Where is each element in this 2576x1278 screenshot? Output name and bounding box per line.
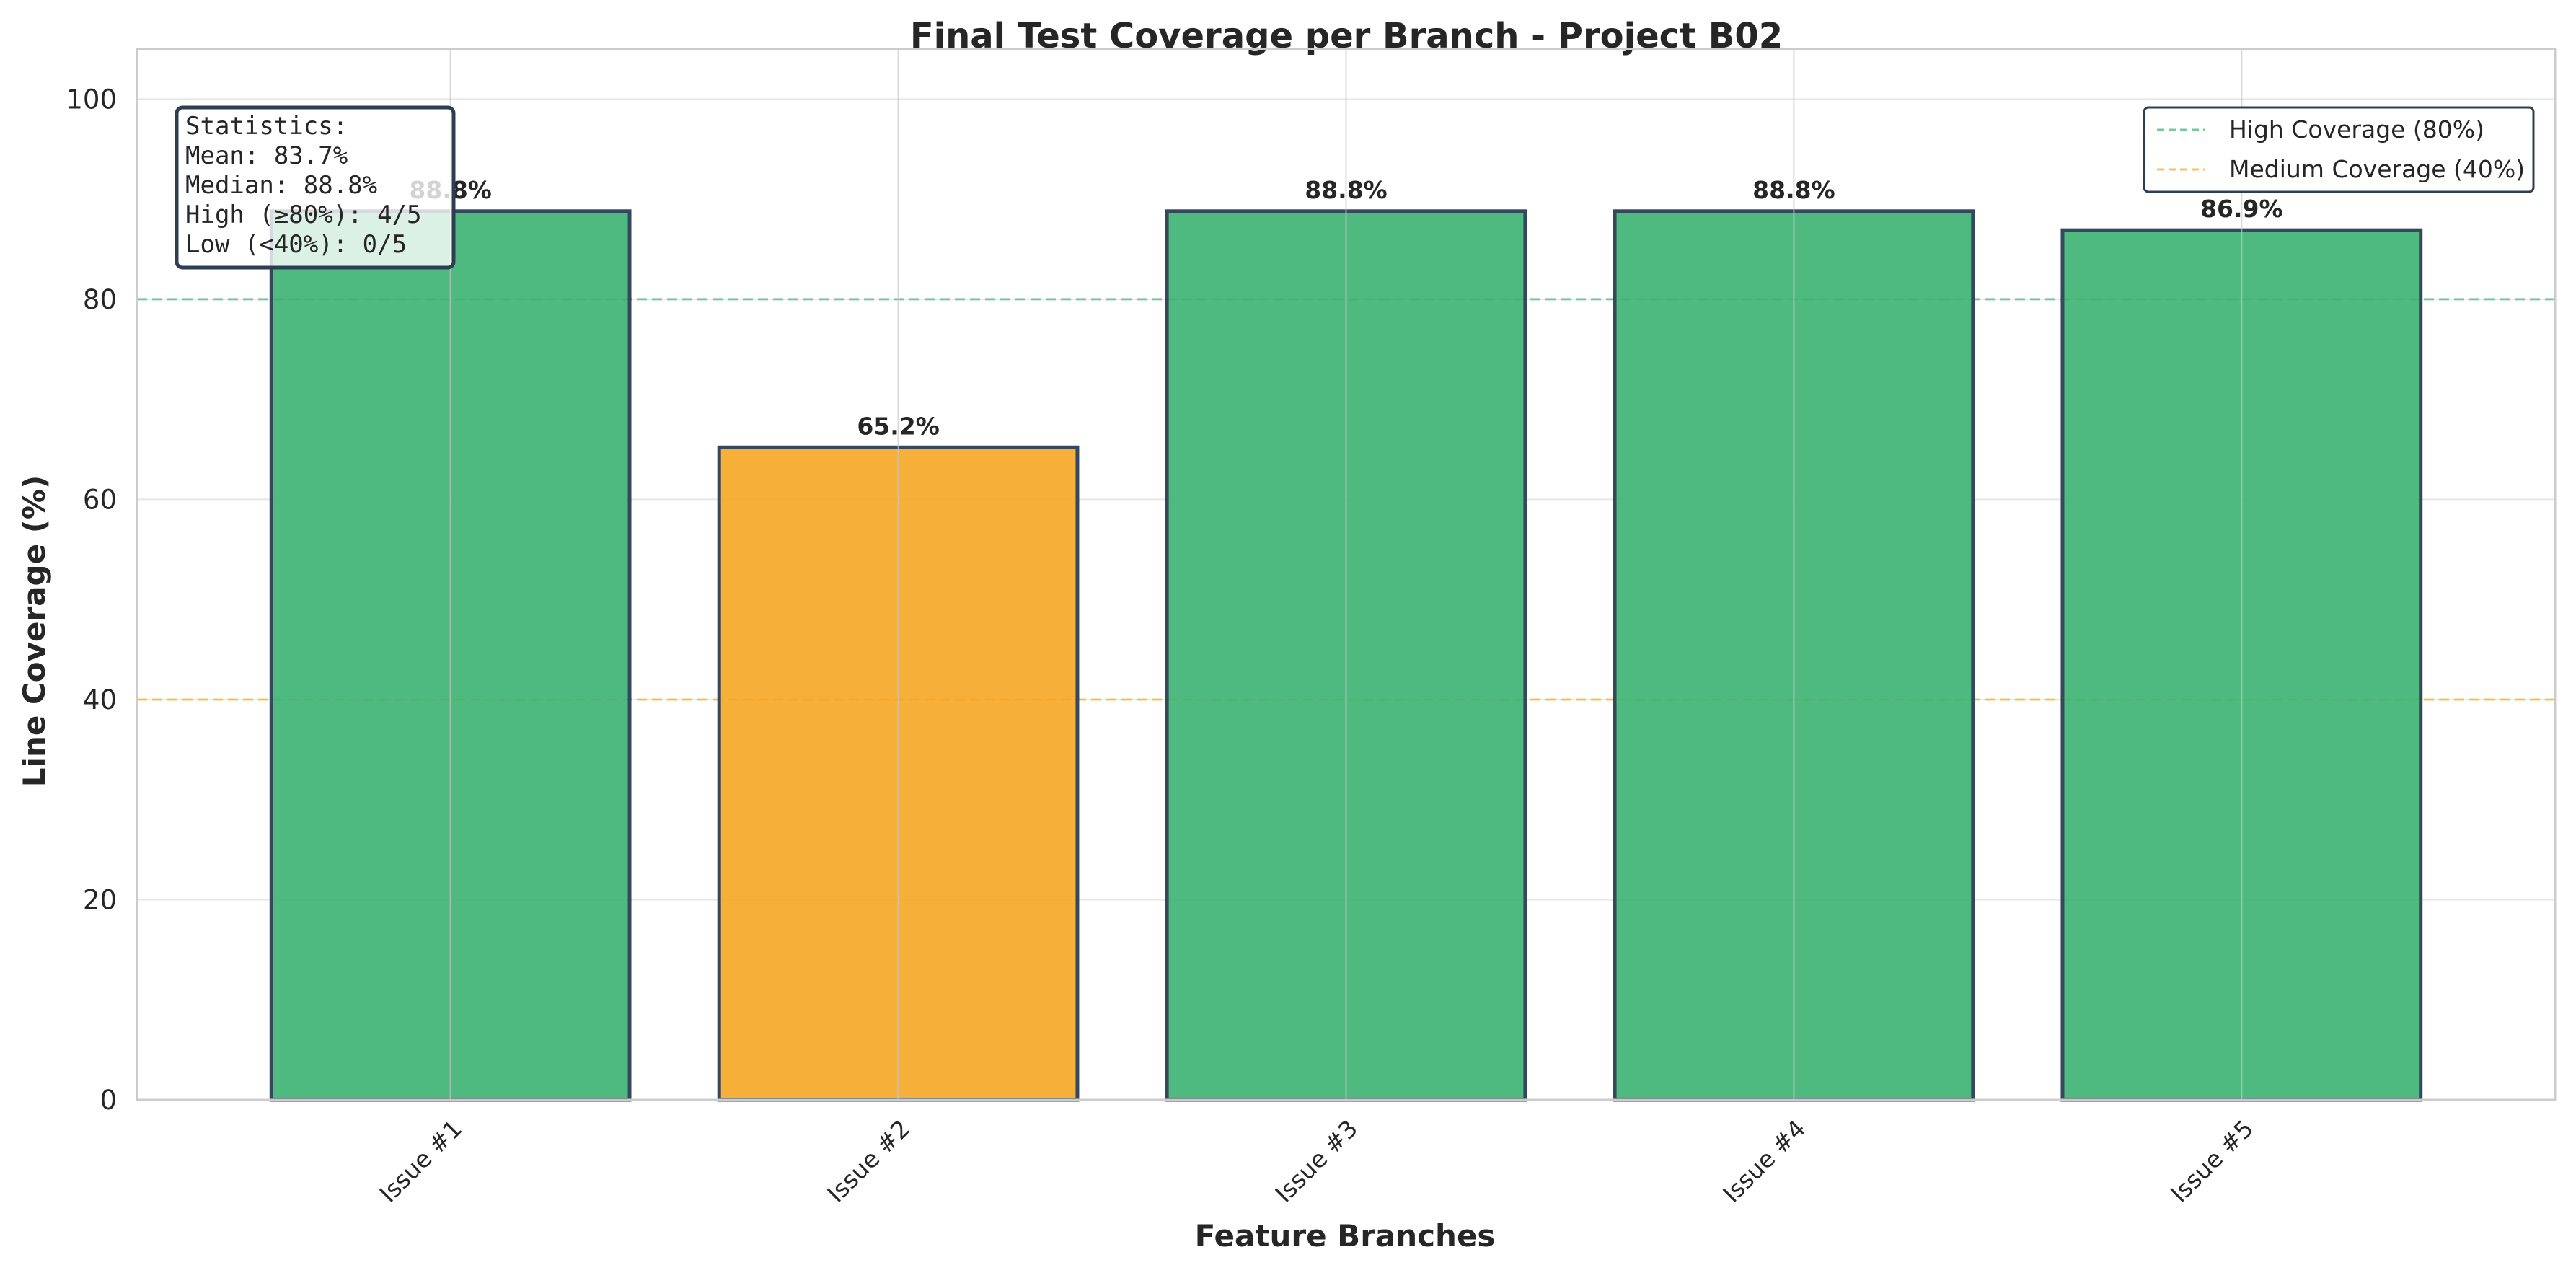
legend-box [2143,106,2535,193]
legend-entry: Medium Coverage (40%) [2229,155,2525,183]
stats-line: Low (<40%): 0/5 [185,230,407,259]
y-tick-label: 0 [100,1085,117,1116]
bar-value-label: 88.8% [1752,176,1835,204]
y-tick-label: 100 [66,84,117,115]
y-axis-label: Line Coverage (%) [17,475,52,787]
y-tick-label: 80 [83,284,117,315]
legend-entry: High Coverage (80%) [2229,115,2484,144]
plot-frame [136,48,2557,1101]
bar-value-label: 86.9% [2200,195,2283,223]
bar-value-label: 65.2% [857,412,940,440]
plot-area: 02040608010088.8%65.2%88.8%88.8%86.9%Iss… [66,48,2557,1208]
stats-line: Median: 88.8% [185,171,377,200]
stats-line: Statistics: [185,112,348,141]
x-tick-label: Issue #1 [374,1114,468,1208]
x-axis-label: Feature Branches [1195,1218,1496,1253]
x-tick-label: Issue #2 [821,1114,915,1208]
y-tick-label: 40 [83,684,117,715]
x-tick-label: Issue #4 [1717,1114,1811,1208]
stats-line: Mean: 83.7% [185,141,348,170]
y-tick-label: 20 [83,884,117,915]
stats-box [175,105,456,270]
stats-line: High (≥80%): 4/5 [185,200,422,229]
bar-value-label: 88.8% [1305,176,1388,204]
x-tick-label: Issue #3 [1269,1114,1363,1208]
y-tick-label: 60 [83,484,117,515]
x-tick-label: Issue #5 [2165,1114,2259,1208]
